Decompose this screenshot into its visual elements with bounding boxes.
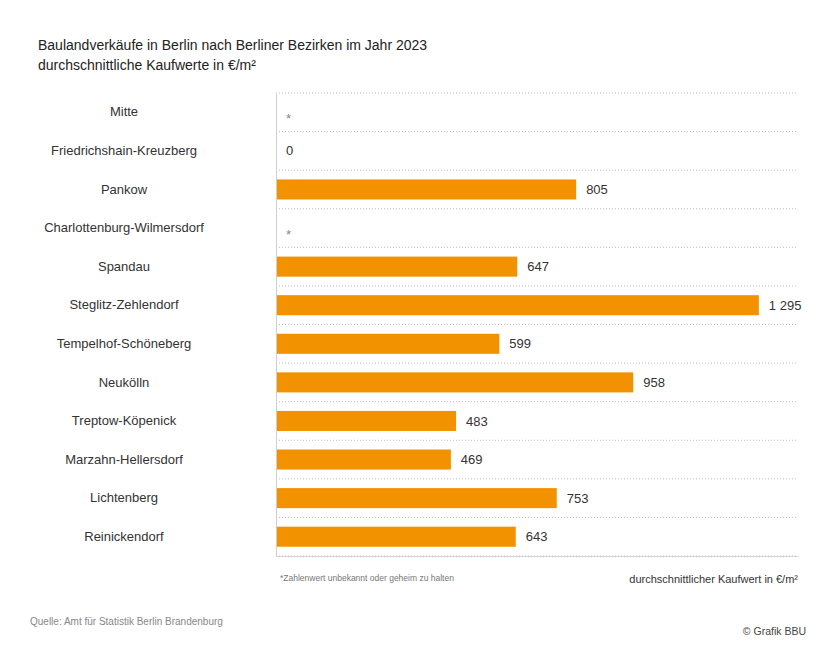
y-tick: Tempelhof-Schöneberg [57,336,191,351]
data-label: * [286,227,291,242]
bars [276,179,759,546]
y-tick-label: Steglitz-Zehlendorf [69,297,178,312]
y-tick-label: Treptow-Köpenick [72,413,177,428]
y-tick: Marzahn-Hellersdorf [65,452,183,467]
grid-line [276,440,798,441]
y-tick: Spandau [98,259,150,274]
grid-line [276,170,798,171]
data-label: 805 [586,182,608,197]
x-axis [277,556,799,557]
data-label: 1 295 [769,298,802,313]
grid-line [276,285,798,286]
data-label: 753 [567,491,589,506]
grid-line [276,247,798,248]
data-labels: * 0 805 * 647 1 295 599 958 483 469 753 643 [286,111,801,544]
grid-line [276,93,798,94]
bar [276,450,451,470]
bar [276,179,576,199]
data-label: 0 [286,143,293,158]
grid-line [276,324,798,325]
chart: Baulandverkäufe in Berlin nach Berliner … [0,0,826,656]
grid-line [276,401,798,402]
y-tick-label: Mitte [110,104,138,119]
title: Baulandverkäufe in Berlin nach Berliner … [38,37,427,53]
y-tick-label: Reinickendorf [84,529,164,544]
y-tick: Steglitz-Zehlendorf [69,297,178,312]
y-tick-label: Friedrichshain-Kreuzberg [51,143,197,158]
y-tick: Charlottenburg-Wilmersdorf [44,220,204,235]
bar [276,372,633,392]
x-axis-title: durchschnittlicher Kaufwert in €/m² [629,573,798,585]
y-tick: Neukölln [99,375,150,390]
y-tick-label: Charlottenburg-Wilmersdorf [44,220,204,235]
footnote: *Zahlenwert unbekannt oder geheim zu hal… [280,573,454,583]
y-tick: Pankow [101,182,148,197]
data-label: * [286,111,291,126]
grid-line [276,478,798,479]
y-tick: Reinickendorf [84,529,164,544]
data-label: 647 [527,259,549,274]
x-axis-line [277,556,799,557]
source: Quelle: Amt für Statistik Berlin Branden… [30,616,223,627]
grid-line [276,363,798,364]
grid [276,93,798,556]
y-tick: Mitte [110,104,138,119]
bar [276,488,557,508]
data-label: 958 [643,375,665,390]
y-tick-label: Lichtenberg [90,490,158,505]
y-tick-label: Marzahn-Hellersdorf [65,452,183,467]
grid-line [276,208,798,209]
data-label: 469 [461,452,483,467]
y-tick: Friedrichshain-Kreuzberg [51,143,197,158]
bar [276,334,499,354]
y-tick-label: Neukölln [99,375,150,390]
bar [276,295,759,315]
y-tick-label: Tempelhof-Schöneberg [57,336,191,351]
y-tick-label: Pankow [101,182,148,197]
grid-line [276,131,798,132]
data-label: 599 [509,336,531,351]
bar [276,257,517,277]
bar [276,527,516,547]
data-label: 483 [466,414,488,429]
grid-line [276,517,798,518]
grid-line [276,556,798,557]
subtitle: durchschnittliche Kaufwerte in €/m² [38,57,256,73]
y-tick: Lichtenberg [90,490,158,505]
y-tick: Treptow-Köpenick [72,413,177,428]
y-tick-label: Spandau [98,259,150,274]
y-axis: Mitte Friedrichshain-Kreuzberg Pankow Charl… [44,94,276,557]
credit: © Grafik BBU [743,625,806,637]
y-axis-line [276,94,277,557]
data-label: 643 [526,529,548,544]
bar [276,411,456,431]
